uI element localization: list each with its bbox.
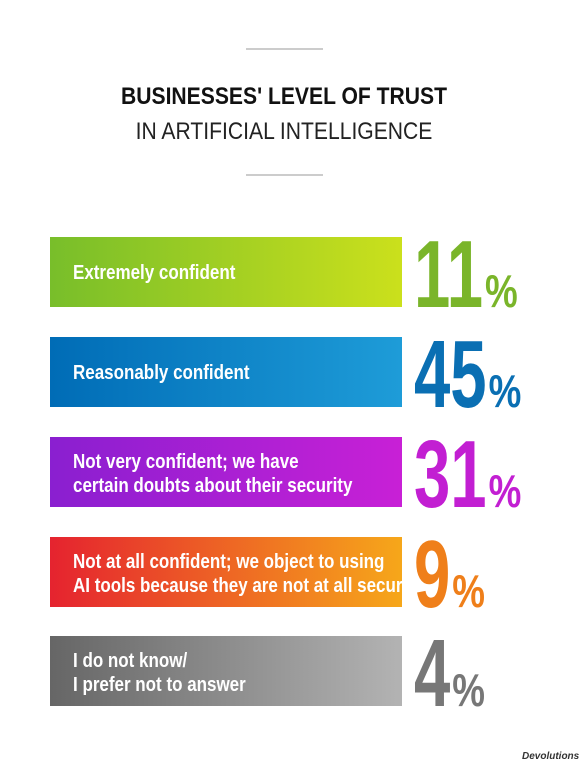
- title-line1: BUSINESSES' LEVEL OF TRUST: [121, 83, 447, 110]
- bar: [50, 337, 402, 407]
- percent-unit: %: [452, 565, 485, 617]
- bar: [50, 237, 402, 307]
- percent-unit: %: [452, 664, 485, 716]
- percent-unit: %: [489, 365, 522, 417]
- bar-label: Not very confident; we have: [73, 450, 299, 473]
- bar-label: AI tools because they are not at all sec…: [73, 574, 412, 597]
- percent-unit: %: [489, 465, 522, 517]
- percent-value: 9: [414, 522, 450, 628]
- bar: [50, 437, 402, 507]
- bar-label: Extremely confident: [73, 261, 235, 284]
- bar-label: certain doubts about their security: [73, 474, 353, 497]
- brand-logo: Devolutions: [522, 751, 580, 762]
- bar-label: Reasonably confident: [73, 361, 250, 384]
- title-line2: IN ARTIFICIAL INTELLIGENCE: [136, 118, 433, 145]
- bar: [50, 636, 402, 706]
- percent-value: 11: [414, 222, 483, 328]
- bar-label: Not at all confident; we object to using: [73, 550, 384, 573]
- bar-label: I do not know/: [73, 649, 187, 672]
- percent-value: 31: [414, 422, 487, 528]
- percent-value: 45: [414, 322, 487, 428]
- percent-value: 4: [414, 621, 451, 727]
- percent-unit: %: [485, 265, 518, 317]
- bar: [50, 537, 402, 607]
- bar-label: I prefer not to answer: [73, 673, 246, 696]
